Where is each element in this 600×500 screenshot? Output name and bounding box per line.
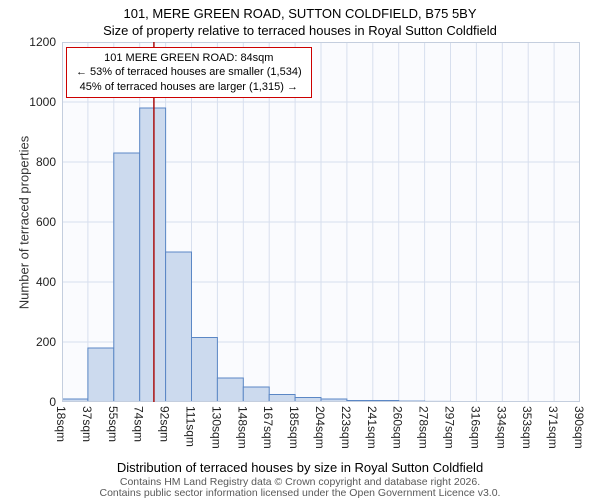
x-tick-label: 334sqm [494,406,509,449]
x-tick-label: 371sqm [546,406,561,449]
x-axis-title: Distribution of terraced houses by size … [116,460,484,475]
histogram-bar [113,152,141,402]
x-tick-label: 130sqm [209,406,224,449]
x-tick-label: 297sqm [442,406,457,449]
x-tick-label: 204sqm [313,406,327,449]
footer-attribution-2: Contains public sector information licen… [99,487,501,499]
x-tick-label: 148sqm [235,406,250,449]
histogram-bar [139,107,167,402]
y-tick-label: 200 [35,335,56,349]
x-tick-label: 390sqm [572,406,586,449]
chart-subtitle: Size of property relative to terraced ho… [103,23,497,38]
x-tick-label: 74sqm [131,406,146,443]
y-tick-label: 400 [35,275,56,289]
x-tick-label: 223sqm [338,406,353,449]
x-tick-label: 92sqm [157,406,172,443]
plot-area: 101 MERE GREEN ROAD: 84sqm ← 53% of terr… [62,42,580,402]
y-tick-label: 0 [49,395,56,409]
histogram-bar [191,337,218,402]
x-tick-label: 37sqm [79,406,94,443]
footer-attribution-1: Contains HM Land Registry data © Crown c… [119,476,481,488]
plot-border [62,42,580,402]
x-tick-label: 185sqm [287,406,302,449]
chart-title: 101, MERE GREEN ROAD, SUTTON COLDFIELD, … [123,6,477,21]
annotation-larger-line: 45% of terraced houses are larger (1,315… [79,80,298,93]
annotation-property-line: 101 MERE GREEN ROAD: 84sqm [104,52,274,64]
x-tick-label: 111sqm [183,406,198,447]
x-tick-label: 55sqm [105,406,120,443]
y-tick-label: 800 [35,155,56,169]
x-tick-label: 278sqm [416,406,431,449]
histogram-bar [216,377,244,402]
x-tick-label: 316sqm [468,406,483,449]
x-tick-label: 18sqm [54,406,68,443]
y-tick-label: 1200 [29,35,56,49]
y-tick-label: 1000 [29,95,56,109]
histogram-bar [165,251,192,402]
y-tick-label: 600 [35,215,56,229]
histogram-bar [242,386,270,402]
histogram-bar [268,394,296,402]
x-tick-label: 353sqm [520,406,535,449]
x-tick-label: 260sqm [390,406,405,449]
histogram-canvas [62,42,580,402]
annotation-smaller-line: ← 53% of terraced houses are smaller (1,… [76,66,302,79]
x-tick-label: 167sqm [261,406,276,449]
marker-annotation-box: 101 MERE GREEN ROAD: 84sqm ← 53% of terr… [66,47,312,98]
histogram-bar [87,347,115,402]
x-tick-label: 241sqm [364,406,379,449]
